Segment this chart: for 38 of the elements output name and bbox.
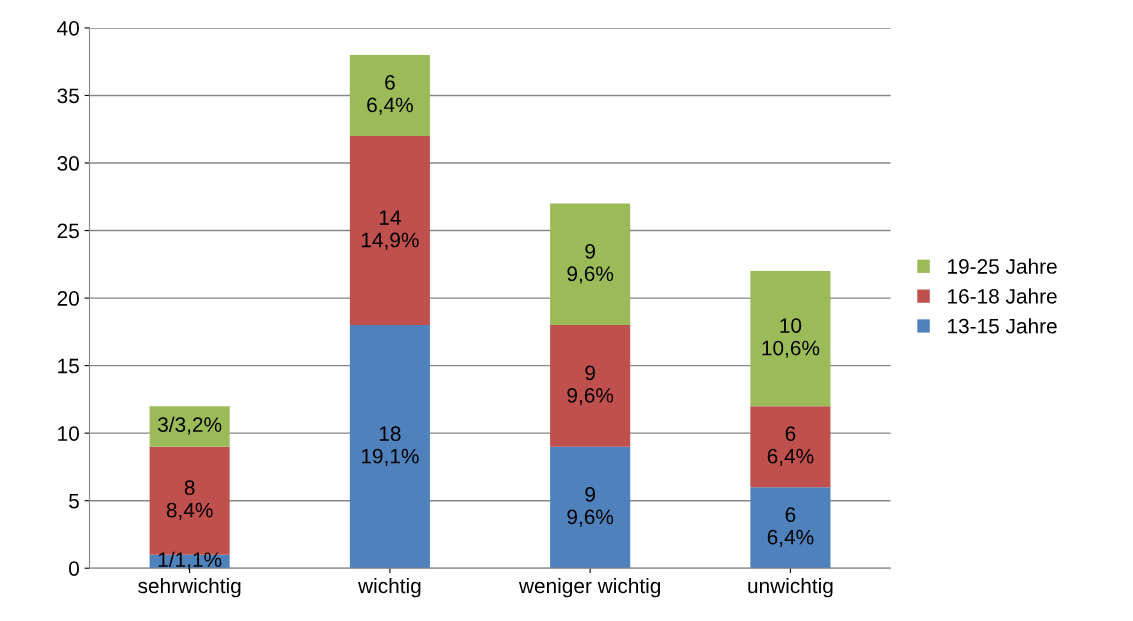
y-tick-label: 30 bbox=[57, 156, 79, 171]
data-label: 18 19,1% bbox=[361, 426, 419, 466]
bar bbox=[550, 203, 631, 326]
legend-label: 16-18 Jahre bbox=[948, 288, 1057, 304]
y-tick-label: 20 bbox=[57, 291, 79, 306]
bar bbox=[550, 325, 631, 447]
y-tick-label: 0 bbox=[69, 561, 79, 576]
y-tick-label: 10 bbox=[58, 426, 79, 441]
x-tick-label: sehrwichtig bbox=[138, 577, 241, 598]
bar bbox=[750, 406, 831, 488]
legend-label: 19-25 Jahre bbox=[948, 258, 1057, 274]
bar bbox=[349, 54, 430, 136]
bar bbox=[349, 136, 430, 326]
data-label: 9 9,6% bbox=[567, 365, 614, 406]
y-tick-label: 5 bbox=[69, 493, 79, 509]
data-label: 6 6,4% bbox=[367, 75, 413, 115]
bar bbox=[550, 446, 631, 569]
legend-label: 13-15 Jahre bbox=[948, 318, 1057, 334]
bar bbox=[349, 325, 430, 569]
data-label: 8 8,4% bbox=[166, 480, 213, 520]
y-tick-label: 15 bbox=[58, 358, 79, 374]
x-tick-label: wichtig bbox=[358, 577, 421, 598]
data-label: 9 9,6% bbox=[567, 243, 614, 284]
bar bbox=[750, 487, 831, 569]
y-tick-label: 40 bbox=[57, 20, 79, 36]
bar bbox=[149, 406, 230, 447]
data-label: 3/3,2% bbox=[158, 416, 222, 435]
data-label: 6 6,4% bbox=[767, 426, 814, 466]
data-label: 14 14,9% bbox=[361, 210, 419, 250]
bar bbox=[750, 271, 831, 407]
data-label: 1/1,1% bbox=[158, 551, 222, 570]
data-label: 9 9,6% bbox=[567, 487, 614, 527]
x-tick-label: weniger wichtig bbox=[518, 577, 661, 598]
data-label: 10 10,6% bbox=[762, 318, 820, 358]
x-tick-label: unwichtig bbox=[748, 577, 833, 598]
y-tick-label: 25 bbox=[57, 223, 79, 239]
data-label: 6 6,4% bbox=[767, 507, 814, 547]
y-tick-label: 35 bbox=[57, 88, 79, 104]
